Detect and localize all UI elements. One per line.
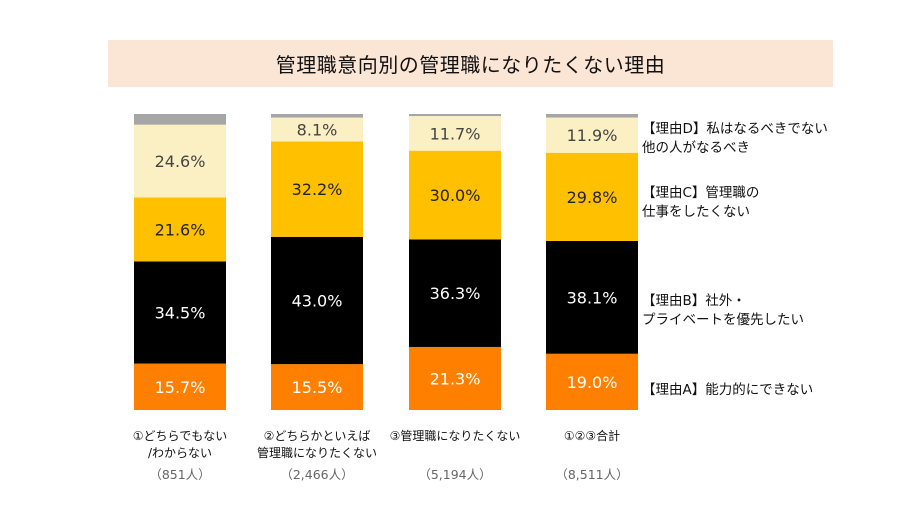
legend-item-reason-c: 【理由C】管理職の 仕事をしたくない (642, 184, 759, 222)
legend-item-reason-d: 【理由D】私はなるべきでない 他の人がなるべき (642, 120, 828, 158)
bar-segment (546, 117, 638, 153)
category-count: （5,194人） (418, 467, 492, 482)
data-label: 32.2% (292, 180, 343, 199)
chart-title: 管理職意向別の管理職になりたくない理由 (108, 40, 833, 87)
bar-segment (134, 124, 226, 198)
legend-line: 仕事をしたくない (642, 204, 750, 220)
data-label: 21.6% (155, 220, 206, 239)
legend-item-reason-b: 【理由B】社外・ プライベートを優先したい (642, 292, 804, 330)
bar-segment (271, 141, 363, 237)
category-label-line: ①どちらでもない (132, 429, 228, 443)
data-label: 15.7% (155, 378, 206, 397)
data-label: 30.0% (430, 186, 481, 205)
data-label: 34.5% (155, 303, 206, 322)
legend-line: 【理由C】管理職の (642, 185, 760, 201)
category-label-line: 管理職になりたくない (256, 446, 377, 460)
data-label: 36.3% (430, 284, 481, 303)
bar-segment (546, 114, 638, 118)
data-label: 43.0% (292, 291, 343, 310)
bar-segment (134, 197, 226, 262)
category-label: ②どちらかといえば 管理職になりたくない (242, 428, 392, 462)
bar-segment (409, 114, 501, 117)
bar-segment (546, 353, 638, 410)
bar-segment (134, 261, 226, 364)
legend-item-reason-a: 【理由A】能力的にできない (642, 381, 813, 400)
legend-line: 他の人がなるべき (642, 140, 750, 156)
bar-segment (409, 346, 501, 410)
bar-segment (409, 116, 501, 151)
data-label: 8.1% (297, 121, 338, 140)
category-label-line: /わからない (147, 446, 213, 460)
legend-line: 【理由D】私はなるべきでない (642, 121, 828, 137)
category-label-line: ①②③合計 (563, 429, 621, 443)
data-label: 21.3% (430, 369, 481, 388)
data-label: 15.5% (292, 378, 343, 397)
data-label: 29.8% (567, 188, 618, 207)
bar-segment (271, 114, 363, 118)
category-label-line: ③管理職になりたくない (389, 429, 521, 443)
bar-segment (134, 114, 226, 125)
bar-segment (271, 236, 363, 365)
bar-segment (546, 240, 638, 354)
category-count: （2,466人） (280, 467, 354, 482)
bar-segment (409, 239, 501, 347)
category-count: （851人） (149, 467, 211, 482)
data-label: 11.9% (567, 126, 618, 145)
category-label: ①②③合計 (517, 428, 667, 445)
data-label: 24.6% (155, 152, 206, 171)
bar-segment (546, 152, 638, 241)
data-label: 19.0% (567, 373, 618, 392)
legend-line: 【理由B】社外・ (642, 293, 746, 309)
data-label: 38.1% (567, 288, 618, 307)
bar-segment (271, 117, 363, 142)
bar-segment (134, 363, 226, 410)
category-label: ①どちらでもない /わからない (105, 428, 255, 462)
legend-line: 【理由A】能力的にできない (642, 382, 814, 398)
bar-segment (271, 364, 363, 410)
category-count: （8,511人） (555, 467, 629, 482)
data-label: 11.7% (430, 124, 481, 143)
category-label: ③管理職になりたくない (380, 428, 530, 445)
category-label-line: ②どちらかといえば (263, 429, 371, 443)
bar-segment (409, 150, 501, 240)
legend-line: プライベートを優先したい (642, 312, 804, 328)
